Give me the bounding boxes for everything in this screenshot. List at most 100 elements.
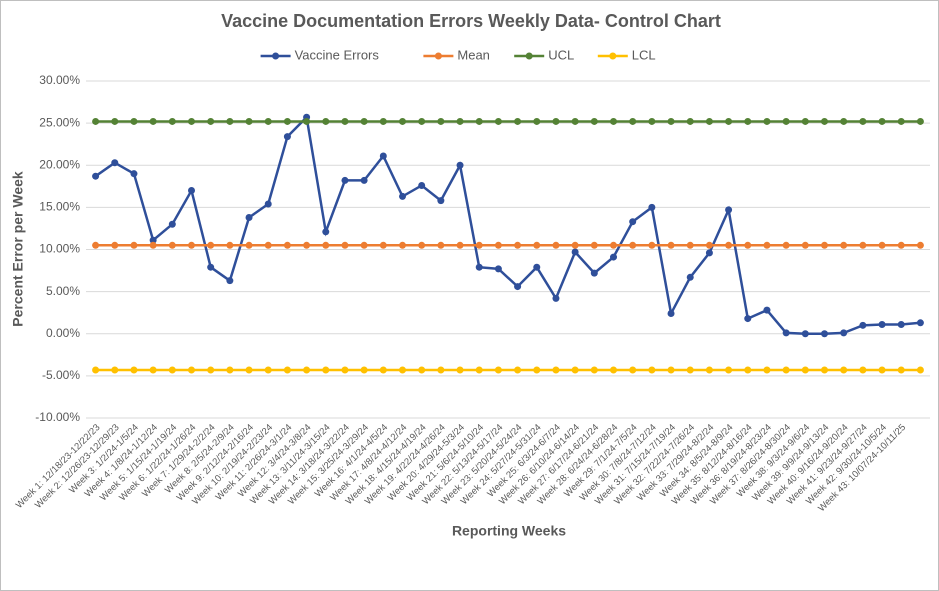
data-point [705,366,713,374]
data-point [590,269,598,277]
data-point [168,366,176,374]
data-point [456,241,464,249]
legend-label: LCL [632,47,656,62]
data-point [322,241,330,249]
data-point [744,241,752,249]
data-point [801,117,809,125]
data-point [149,366,157,374]
data-point [705,249,713,257]
y-tick-label: -5.00% [42,368,80,382]
data-point [188,366,195,374]
legend-marker [609,52,617,60]
data-point [149,236,157,244]
data-point [188,187,195,195]
data-point [686,366,694,374]
data-point [264,241,272,249]
data-point [456,117,464,125]
data-point [418,181,426,189]
data-point [763,366,771,374]
data-point [245,117,253,125]
data-point [840,366,848,374]
y-tick-label: 0.00% [46,326,80,340]
data-point [571,241,579,249]
series-line [94,114,921,335]
data-point [360,117,368,125]
data-point [533,117,541,125]
legend-label: UCL [548,47,574,62]
data-point [686,273,694,281]
data-point [514,241,522,249]
data-point [763,117,771,125]
data-point [399,241,406,249]
data-point [629,366,637,374]
data-point [782,117,790,125]
data-point [130,117,138,125]
data-point [379,241,387,249]
data-point [456,366,464,374]
data-point [494,366,502,374]
data-point [418,241,426,249]
data-point [92,117,100,125]
data-point [130,241,138,249]
y-tick-label: 25.00% [39,115,80,129]
data-point [667,310,675,318]
data-point [552,241,560,249]
legend-marker [434,52,442,60]
data-point [648,366,656,374]
data-point [207,366,215,374]
data-point [322,228,330,236]
data-point [571,117,579,125]
data-point [629,218,637,226]
data-point [283,117,291,125]
data-point [111,159,119,167]
data-point [801,330,809,338]
data-point [341,117,349,125]
y-tick-label: 5.00% [46,284,80,298]
data-point [840,117,848,125]
data-point [648,117,656,125]
data-point [590,366,598,374]
data-point [283,366,291,374]
data-point [111,117,119,125]
data-point [149,241,157,249]
data-point [399,192,406,200]
data-point [207,241,215,249]
data-point [667,366,675,374]
data-point [859,321,867,329]
data-point [821,241,828,249]
data-point [705,117,713,125]
data-point [399,117,406,125]
data-point [590,117,598,125]
data-point [897,320,905,328]
data-point [725,206,733,214]
chart-title: Vaccine Documentation Errors Weekly Data… [221,11,721,31]
data-point [264,366,272,374]
data-point [629,117,637,125]
data-point [379,152,387,160]
data-point [303,117,311,125]
data-point [782,241,790,249]
data-point [686,241,694,249]
data-point [916,366,924,374]
data-point [878,366,886,374]
data-point [437,197,445,205]
data-point [667,117,675,125]
data-point [360,366,368,374]
y-tick-label: -10.00% [35,410,80,424]
data-point [552,117,560,125]
data-point [322,366,330,374]
data-point [859,241,867,249]
data-point [245,366,253,374]
data-point [437,117,445,125]
legend-marker [525,52,533,60]
data-point [92,366,100,374]
data-point [648,241,656,249]
data-point [418,117,426,125]
data-point [341,241,349,249]
data-point [725,241,733,249]
data-point [111,366,119,374]
data-point [188,117,195,125]
data-point [226,241,234,249]
data-point [648,203,656,211]
data-point [821,366,828,374]
